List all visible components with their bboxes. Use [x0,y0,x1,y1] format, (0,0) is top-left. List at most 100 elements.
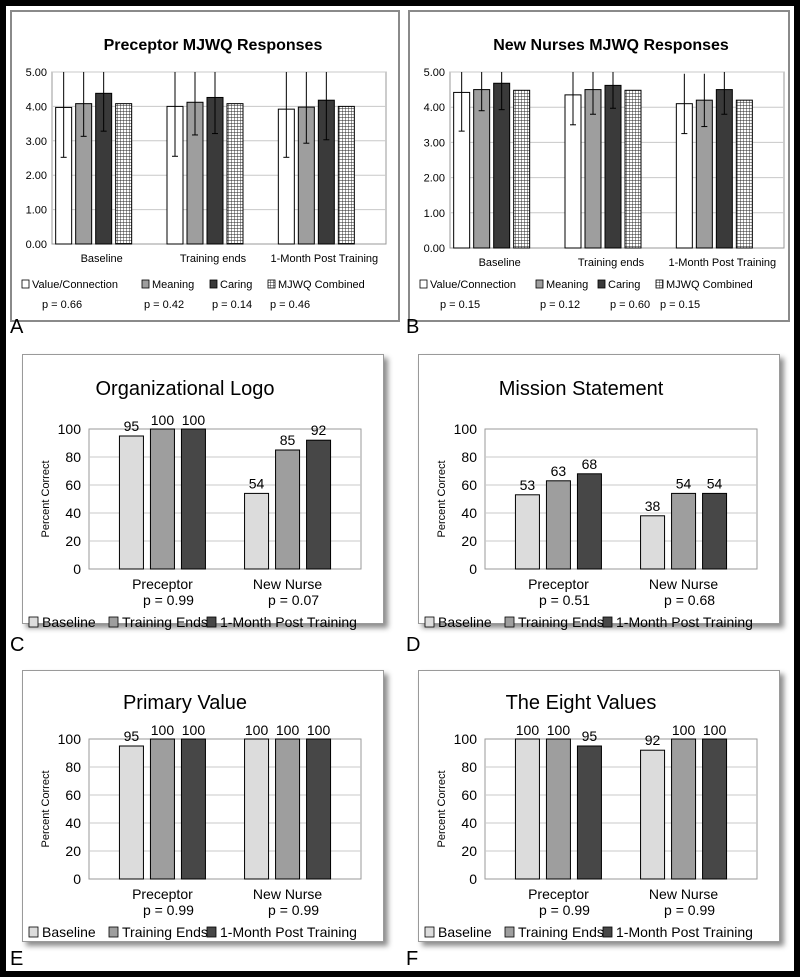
chart-f-legend-swatch [602,926,613,938]
chart-f-bar [640,749,666,880]
chart-a-legend-swatch [21,279,30,289]
chart-f-bar [545,738,571,880]
chart-f-data-label: 100 [672,722,696,738]
chart-e-legend-label: Training Ends [122,924,208,940]
chart-a-legend-label: Value/Connection [32,279,118,291]
chart-f-data-label: 100 [547,722,571,738]
chart-f-pvalue: p = 0.99 [664,902,715,918]
chart-d-legend-swatch [424,616,435,628]
chart-d-y-tick-label: 40 [461,505,477,521]
panel-e-chart: Primary Value 0 20 40 60 80 100 Percent Correct… [22,670,384,942]
chart-d-legend-label: 1-Month Post Training [616,614,753,630]
chart-c-data-label: 95 [124,418,140,434]
chart-f-data-label: 100 [516,722,540,738]
chart-d-legend-swatch [504,616,515,628]
chart-b-legend-label: Meaning [546,279,588,291]
chart-c-y-tick-label: 40 [65,505,81,521]
chart-a-pvalue: p = 0.14 [212,299,252,311]
chart-f-data-label: 95 [582,728,598,744]
chart-d-y-tick-label: 60 [461,477,477,493]
chart-e-data-label: 100 [276,722,300,738]
chart-c-pvalue: p = 0.07 [268,592,319,608]
chart-d-title: Mission Statement [499,378,664,400]
chart-f-bar [671,738,697,880]
chart-d-data-label: 53 [520,477,536,493]
chart-c-data-label: 92 [311,422,327,438]
chart-b-y-tick-label: 4.00 [424,102,445,114]
chart-a-category-label: 1-Month Post Training [271,253,379,265]
chart-e-bar [306,738,332,880]
chart-d-category-label: New Nurse [649,576,718,592]
panel-c-svg: Organizational Logo 0 20 40 60 80 100 Percent C… [28,378,362,630]
chart-f-pvalue: p = 0.99 [539,902,590,918]
chart-e-y-tick-label: 60 [65,787,81,803]
panel-d-chart: Mission Statement 0 20 40 60 80 100 Percent Cor… [418,354,780,630]
chart-b-y-tick-label: 1.00 [424,208,445,220]
chart-c-legend-swatch [28,616,39,628]
chart-e-bar [244,738,270,880]
chart-b-pvalue: p = 0.60 [610,299,650,311]
chart-b-legend-label: Caring [608,279,640,291]
chart-a-legend-label: Meaning [152,279,194,291]
chart-d-legend-label: Training Ends [518,614,604,630]
chart-f-legend-label: Training Ends [518,924,604,940]
panel-c-letter: C [10,634,25,656]
figure-sheet: Preceptor MJWQ Responses 0.00 1.00 2.00 3.00… [6,6,794,971]
chart-d-data-label: 54 [676,475,692,491]
chart-b-bar [735,99,753,249]
chart-b-legend-swatch [597,279,606,289]
chart-c-y-tick-label: 0 [73,561,81,577]
chart-b-legend-label: MJWQ Combined [666,279,753,291]
chart-d-y-tick-label: 20 [461,533,477,549]
chart-c-legend-swatch [108,616,119,628]
chart-d-bar [640,515,666,570]
chart-e-data-label: 100 [151,722,175,738]
chart-f-y-tick-label: 0 [469,871,477,887]
panel-e-svg: Primary Value 0 20 40 60 80 100 Percent Correct… [28,692,362,940]
panel-f-letter: F [406,948,419,970]
chart-e-y-tick-label: 100 [58,731,82,747]
chart-f-y-axis-label: Percent Correct [436,770,448,847]
chart-a-title: Preceptor MJWQ Responses [104,37,323,54]
chart-e-legend-label: 1-Month Post Training [220,924,357,940]
chart-d-plot-frame [484,428,758,570]
chart-c-bar [275,449,301,570]
chart-d-bar [576,473,602,570]
chart-c-bar [118,435,144,570]
chart-b-title: New Nurses MJWQ Responses [493,37,729,54]
chart-c-data-label: 100 [151,412,175,428]
chart-b-y-tick-label: 0.00 [424,243,445,255]
chart-a-legend-label: MJWQ Combined [278,279,365,291]
chart-f-plot-frame [484,738,758,880]
chart-b-category-label: Training ends [578,257,645,269]
chart-e-pvalue: p = 0.99 [143,902,194,918]
chart-e-y-axis-label: Percent Correct [40,770,52,847]
panel-e-letter: E [10,948,24,970]
chart-d-y-tick-label: 0 [469,561,477,577]
chart-f-legend-swatch [504,926,515,938]
chart-b-legend-swatch [419,279,428,289]
chart-f-category-label: Preceptor [528,886,589,902]
chart-c-category-label: New Nurse [253,576,322,592]
chart-c-title: Organizational Logo [95,378,274,400]
chart-d-bar [514,494,540,570]
chart-f-category-label: New Nurse [649,886,718,902]
chart-e-bar [180,738,206,880]
panel-f-svg: The Eight Values 0 20 40 60 80 100 Percent Corr… [424,692,758,940]
chart-b-legend-swatch [655,279,664,289]
chart-a-y-tick-label: 5.00 [26,67,47,79]
chart-e-y-tick-label: 40 [65,815,81,831]
panel-b-chart: New Nurses MJWQ Responses 0.00 1.00 2.00 3.0… [408,10,790,322]
chart-b-y-tick-label: 5.00 [424,67,445,79]
chart-b-pvalue: p = 0.15 [440,299,480,311]
panel-d-letter: D [406,634,421,656]
chart-e-plot-frame [88,738,362,880]
panel-a-letter: A [10,316,24,338]
chart-d-legend-label: Baseline [438,614,492,630]
chart-b-bar [473,89,491,249]
chart-a-category-label: Baseline [81,253,123,265]
chart-b-y-tick-label: 2.00 [424,173,445,185]
chart-d-bar [671,492,697,570]
chart-c-legend-swatch [206,616,217,628]
chart-d-pvalue: p = 0.51 [539,592,590,608]
